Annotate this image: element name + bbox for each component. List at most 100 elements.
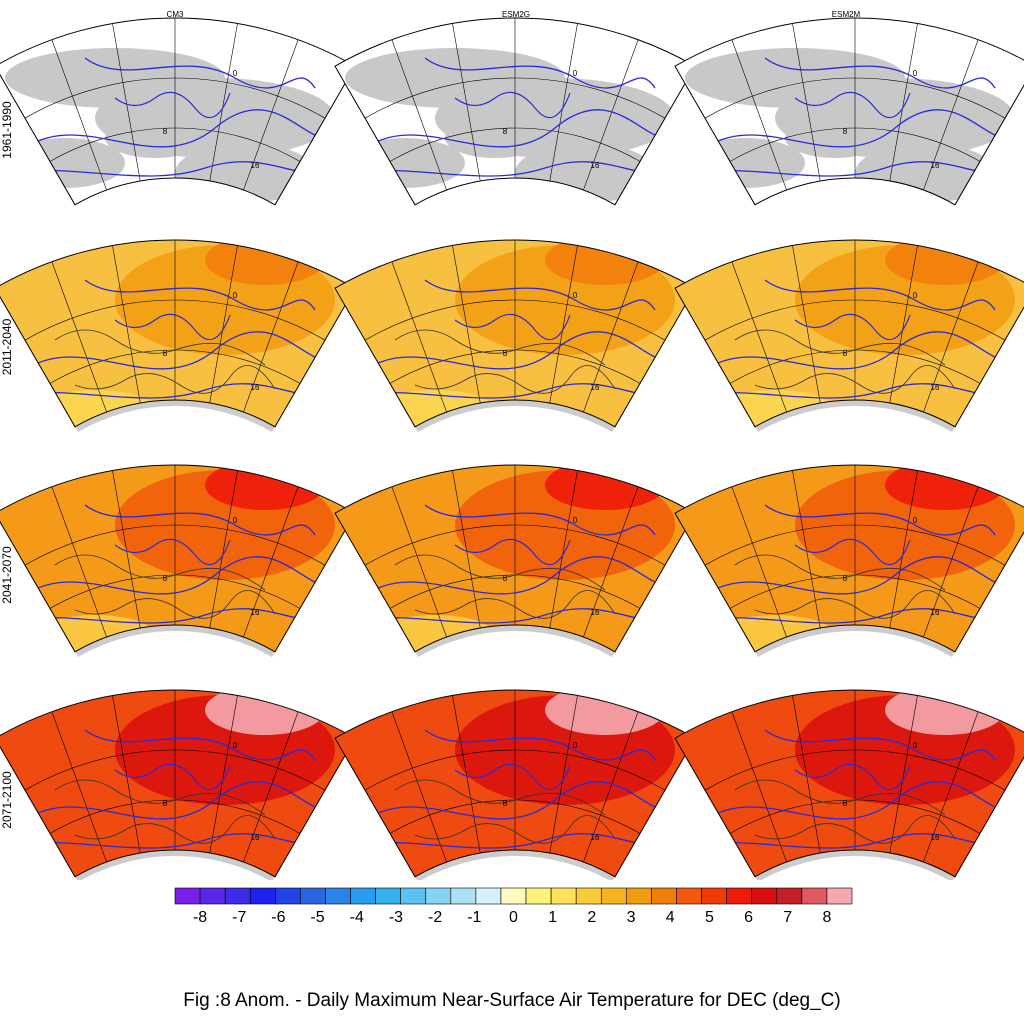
map-panel-esm2m-1961-1990: 0 8 16: [674, 17, 1024, 210]
meridian-line: [583, 711, 639, 863]
contour-label: 8: [503, 349, 508, 358]
parallel-line: [364, 77, 666, 119]
panel-border: [334, 17, 696, 206]
contour-label: 8: [163, 799, 168, 808]
contour-label: 8: [163, 574, 168, 583]
contour-label: 8: [503, 799, 508, 808]
colorbar-swatch: [274, 887, 301, 905]
coastline: [54, 554, 266, 591]
meridian-line: [51, 261, 107, 413]
coastline: [394, 329, 606, 366]
contour-label: 0: [573, 741, 578, 750]
colorbar-swatch: [249, 887, 276, 905]
colorbar-swatch: [500, 887, 527, 905]
colorbar-swatch: [199, 887, 226, 905]
contour-line-8: [704, 556, 1016, 596]
meridian-line: [792, 695, 821, 854]
contour-label: 8: [503, 574, 508, 583]
colorbar-tick-label: 1: [548, 909, 558, 926]
map-panel-esm2g-2011-2040: 0 8 16: [334, 239, 696, 432]
contour-line-8: [704, 331, 1016, 371]
colorbar-swatch: [300, 887, 326, 905]
contour-line: [114, 763, 231, 791]
colorbar-swatch: [224, 887, 251, 905]
meridian-line: [731, 711, 787, 863]
contour-line-8: [24, 331, 336, 371]
contour-line: [794, 313, 911, 341]
colorbar-swatch: [676, 887, 702, 905]
coastline: [414, 815, 616, 844]
meridian-line: [583, 39, 639, 191]
meridian-line: [731, 261, 787, 413]
colorbar: [174, 887, 853, 905]
coastline: [394, 554, 606, 591]
contour-label: 16: [591, 161, 600, 170]
contour-line-0: [84, 729, 316, 761]
parallel-line: [24, 77, 326, 119]
meridian-line: [731, 39, 787, 191]
meridian-line: [549, 470, 578, 629]
meridian-line: [209, 23, 238, 182]
contour-line-8: [24, 556, 336, 596]
meridian-line: [549, 695, 578, 854]
colorbar-swatch: [626, 887, 652, 905]
meridian-line: [923, 39, 979, 191]
colorbar-tick-label: 4: [665, 909, 675, 926]
meridian-line: [209, 695, 238, 854]
meridian-line: [889, 470, 918, 629]
meridian-line: [923, 711, 979, 863]
colorbar-swatch: [751, 887, 778, 905]
contour-label: 0: [913, 741, 918, 750]
coastline: [734, 329, 946, 366]
colorbar-tick-label: -6: [271, 909, 286, 926]
meridian-line: [583, 486, 639, 638]
contour-label: 0: [233, 69, 238, 78]
column-title-cm3: CM3: [166, 10, 184, 19]
meridian-line: [889, 695, 918, 854]
colorbar-tick-label: 7: [783, 909, 793, 926]
contour-label: 8: [843, 349, 848, 358]
contour-line-8: [24, 109, 336, 149]
contour-line-0: [84, 279, 316, 311]
colorbar-swatch: [350, 887, 376, 905]
contour-label: 16: [251, 833, 260, 842]
contour-line: [454, 763, 571, 791]
coastline: [754, 365, 956, 394]
column-title-esm2m: ESM2M: [831, 10, 861, 19]
colorbar-swatch: [475, 887, 502, 905]
meridian-line: [792, 470, 821, 629]
meridian-line: [112, 23, 141, 182]
contour-label: 16: [931, 833, 940, 842]
meridian-line: [391, 261, 447, 413]
meridian-line: [549, 245, 578, 404]
contour-line: [794, 538, 911, 566]
contour-label: 16: [931, 383, 940, 392]
meridian-line: [889, 245, 918, 404]
contour-label: 16: [591, 833, 600, 842]
parallel-line: [49, 127, 301, 162]
panel-border: [334, 464, 696, 653]
contour-label: 8: [843, 574, 848, 583]
meridian-line: [792, 23, 821, 182]
contour-label: 16: [251, 383, 260, 392]
contour-line: [114, 538, 231, 566]
figure-caption: Fig :8 Anom. - Daily Maximum Near-Surfac…: [183, 990, 841, 1011]
coastline: [754, 815, 956, 844]
meridian-line: [243, 711, 299, 863]
colorbar-swatch: [400, 887, 427, 905]
map-panel-cm3-2041-2070: 0 8 16: [0, 464, 356, 657]
parallel-line: [364, 749, 666, 791]
meridian-line: [549, 23, 578, 182]
panel-border: [334, 239, 696, 428]
colorbar-tick-label: 6: [744, 909, 754, 926]
contour-line-0: [764, 279, 996, 311]
contour-line-8: [364, 109, 676, 149]
parallel-line: [704, 524, 1006, 566]
contour-label: 16: [931, 161, 940, 170]
coastline: [74, 590, 276, 619]
colorbar-swatch: [776, 887, 803, 905]
panel-border: [674, 17, 1024, 206]
panel-border: [0, 239, 356, 428]
colorbar-tick-label: 0: [509, 909, 518, 926]
contour-line: [454, 538, 571, 566]
